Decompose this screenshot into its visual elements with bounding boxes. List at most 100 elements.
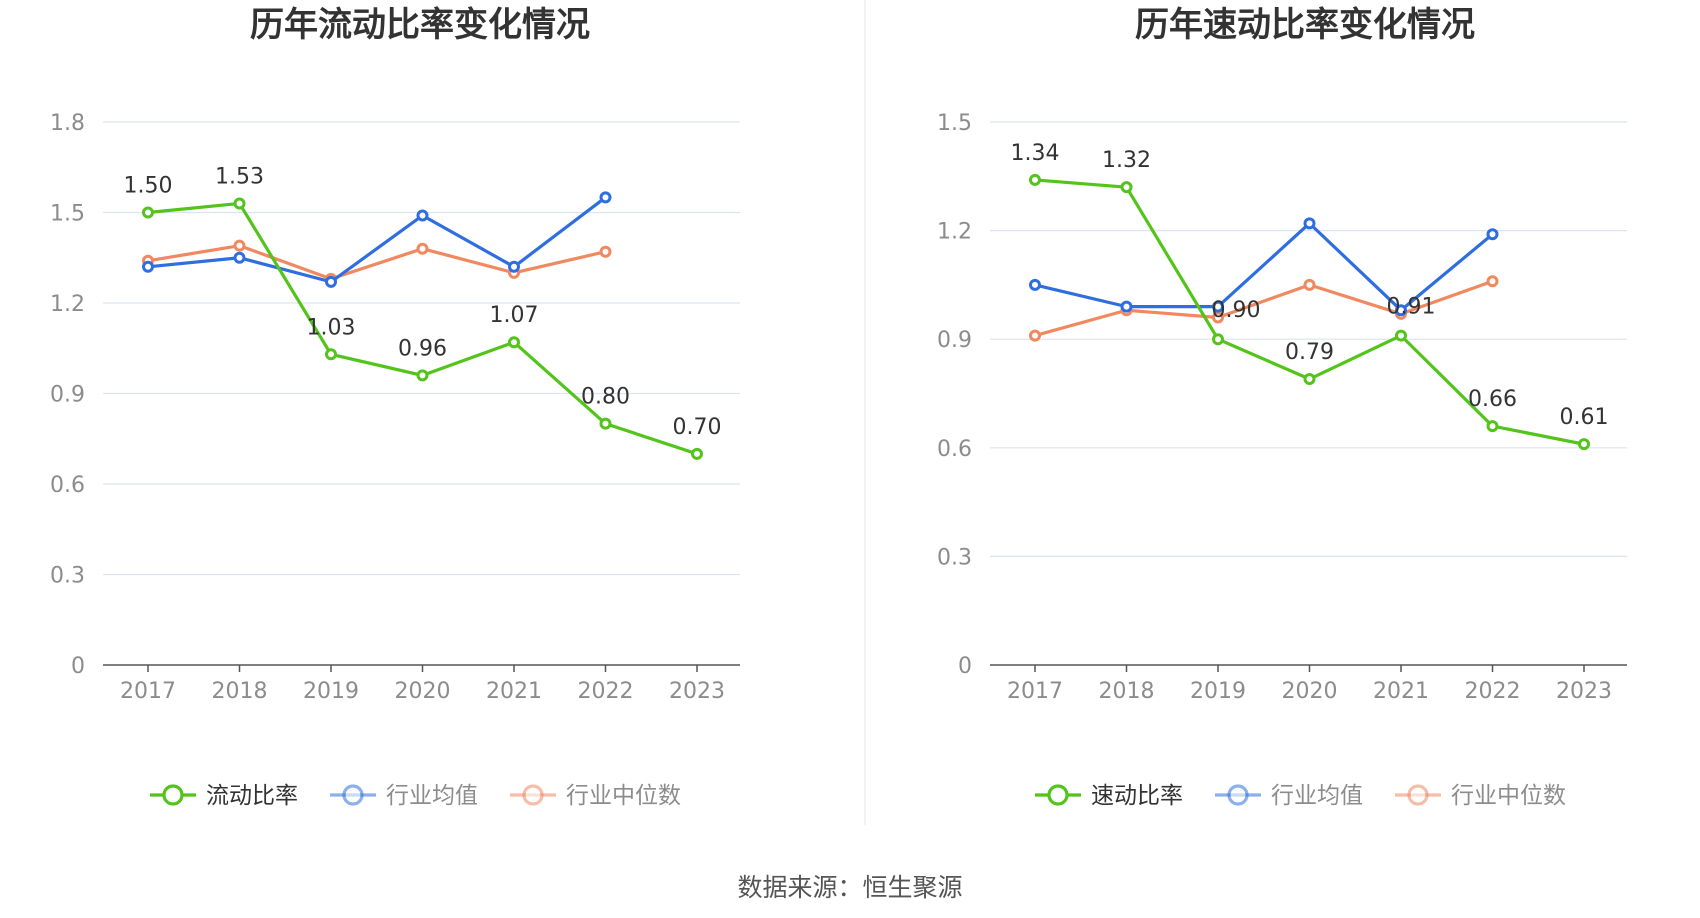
data-point	[1395, 329, 1407, 342]
data-label: 0.70	[673, 415, 722, 440]
data-point	[1212, 311, 1224, 324]
legend-label: 行业均值	[386, 783, 478, 809]
data-label: 0.91	[1387, 295, 1436, 320]
data-point	[1486, 420, 1499, 433]
legend-marker	[162, 784, 184, 806]
series-line-3	[147, 244, 606, 281]
y-tick-label: 1.5	[937, 111, 972, 136]
series-line-3	[1034, 279, 1494, 338]
x-tick-label: 2022	[578, 679, 634, 704]
data-point	[233, 251, 246, 264]
data-label: 1.34	[1011, 141, 1060, 166]
data-point	[508, 260, 520, 273]
data-source-note: 数据来源：恒生聚源	[737, 873, 963, 902]
x-tick-label: 2017	[1007, 679, 1063, 704]
data-label: 0.61	[1560, 405, 1609, 430]
legend-item-3[interactable]: 行业中位数	[1395, 783, 1566, 809]
chart-title: 历年流动比率变化情况	[250, 5, 590, 45]
y-tick-label: 1.2	[937, 220, 972, 245]
chart-1: 历年流动比率变化情况 0 0.3 0.6 0.9 1.2 1.5 1.8 2017 2018 201…	[50, 5, 740, 809]
data-point	[416, 242, 429, 255]
legend-item-3[interactable]: 行业中位数	[510, 783, 681, 809]
data-point	[1303, 373, 1316, 386]
data-point	[325, 275, 337, 288]
data-point	[1486, 275, 1499, 288]
series-line-1	[147, 201, 698, 456]
data-point	[416, 369, 429, 382]
data-point	[1029, 329, 1041, 342]
x-tick-label: 2019	[303, 679, 359, 704]
legend-item-2[interactable]: 行业均值	[330, 783, 478, 809]
data-label: 0.90	[1212, 298, 1261, 323]
x-tick-label: 2021	[1373, 679, 1429, 704]
data-point	[1029, 173, 1041, 186]
data-point	[1212, 333, 1224, 346]
data-point	[599, 191, 612, 204]
data-label: 1.03	[307, 315, 356, 340]
x-tick-label: 2019	[1190, 679, 1246, 704]
legend-item-2[interactable]: 行业均值	[1215, 783, 1363, 809]
legend-marker	[342, 784, 364, 806]
data-point	[691, 447, 703, 460]
legend-marker	[1407, 784, 1429, 806]
legend-item-1[interactable]: 流动比率	[150, 783, 298, 809]
data-label: 1.53	[215, 164, 264, 189]
data-label: 1.32	[1102, 148, 1151, 173]
x-tick-label: 2021	[486, 679, 542, 704]
data-point	[1120, 300, 1133, 313]
data-point	[1120, 181, 1133, 194]
data-label: 0.66	[1468, 387, 1517, 412]
data-point	[1395, 304, 1407, 317]
y-tick-label: 0.6	[50, 473, 85, 498]
x-tick-label: 2018	[1099, 679, 1155, 704]
data-point	[233, 197, 246, 210]
legend-label: 流动比率	[206, 783, 298, 809]
data-point	[142, 206, 154, 219]
legend-label: 行业中位数	[1451, 783, 1566, 809]
x-tick-label: 2020	[395, 679, 451, 704]
x-tick-label: 2017	[120, 679, 176, 704]
y-tick-label: 0	[958, 654, 972, 679]
data-point	[1212, 300, 1224, 313]
data-label: 1.07	[490, 303, 539, 328]
data-label: 0.96	[398, 336, 447, 361]
series-line-2	[147, 196, 607, 284]
x-tick-label: 2023	[1556, 679, 1612, 704]
data-point	[233, 239, 246, 252]
y-tick-label: 0	[71, 654, 85, 679]
x-tick-label: 2023	[669, 679, 725, 704]
data-point	[1303, 278, 1316, 291]
y-tick-label: 0.3	[937, 545, 972, 570]
x-tick-label: 2022	[1465, 679, 1521, 704]
legend-marker	[1047, 784, 1069, 806]
data-point	[1578, 438, 1590, 451]
data-label: 0.79	[1285, 340, 1334, 365]
y-tick-label: 0.9	[937, 328, 972, 353]
y-tick-label: 1.2	[50, 292, 85, 317]
legend-item-1[interactable]: 速动比率	[1035, 783, 1183, 809]
y-tick-label: 1.5	[50, 202, 85, 227]
y-tick-label: 0.9	[50, 383, 85, 408]
data-point	[1486, 228, 1499, 241]
legend-label: 行业均值	[1271, 783, 1363, 809]
y-tick-label: 1.8	[50, 111, 85, 136]
data-point	[1029, 278, 1041, 291]
legend-label: 速动比率	[1091, 783, 1183, 809]
data-point	[325, 348, 337, 361]
data-point	[1303, 217, 1316, 230]
x-tick-label: 2020	[1282, 679, 1338, 704]
data-point	[599, 245, 612, 258]
chart-2: 历年速动比率变化情况 0 0.3 0.6 0.9 1.2 1.5 2017 2018 2019 20…	[937, 5, 1627, 809]
x-tick-label: 2018	[212, 679, 268, 704]
chart-title: 历年速动比率变化情况	[1135, 5, 1475, 45]
legend-marker	[1227, 784, 1249, 806]
y-tick-label: 0.6	[937, 437, 972, 462]
series-line-2	[1034, 221, 1494, 312]
data-point	[508, 336, 520, 349]
legend-marker	[522, 784, 544, 806]
data-point	[599, 417, 612, 430]
data-label: 0.80	[581, 385, 630, 410]
data-point	[416, 209, 429, 222]
y-tick-label: 0.3	[50, 564, 85, 589]
